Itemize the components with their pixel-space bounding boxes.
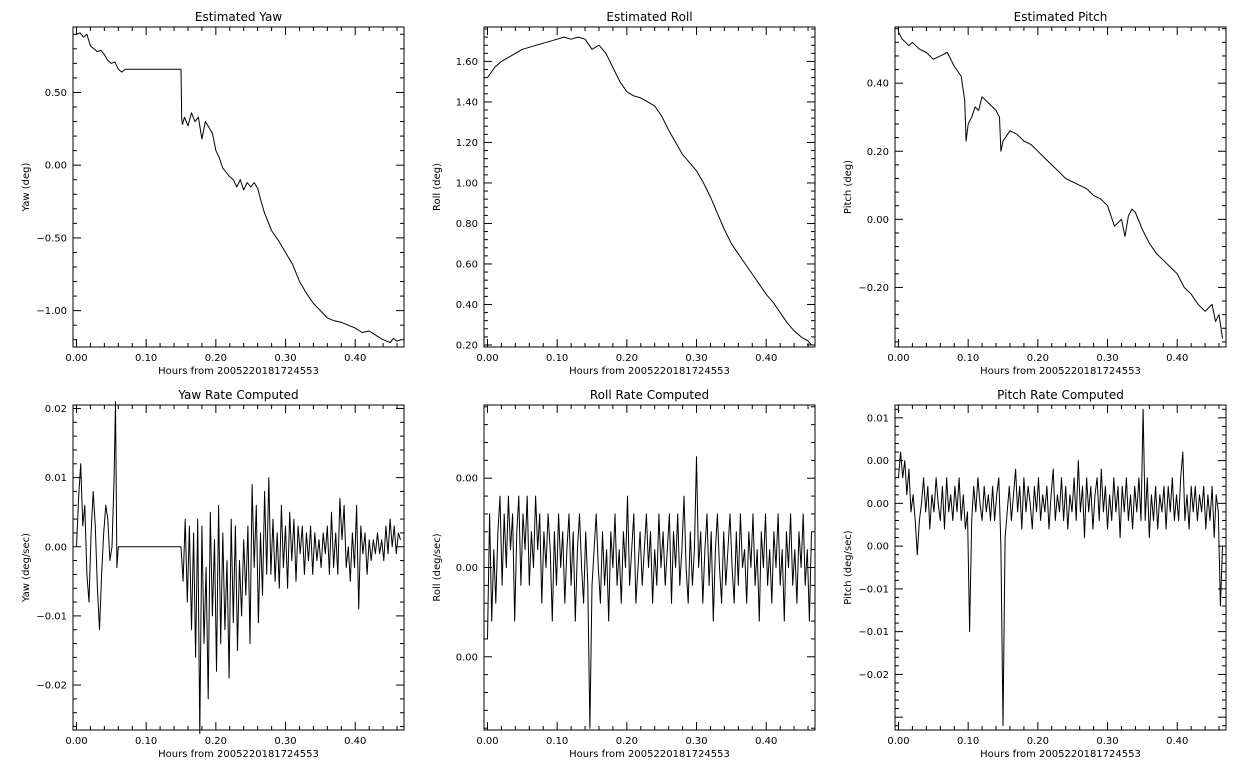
x-tick-label: 0.30 bbox=[274, 736, 296, 747]
series-line bbox=[898, 31, 1223, 339]
y-tick-label: −0.02 bbox=[36, 681, 67, 692]
x-tick-label: 0.30 bbox=[1096, 736, 1118, 747]
y-tick-label: 1.20 bbox=[456, 138, 478, 149]
x-axis-label: Hours from 20052201817245​53 bbox=[980, 366, 1141, 377]
y-tick-label: −0.50 bbox=[36, 233, 67, 244]
y-tick-label: 1.00 bbox=[456, 178, 478, 189]
y-tick-label: 0.20 bbox=[867, 147, 889, 158]
chart-title: Roll Rate Computed bbox=[590, 388, 709, 402]
x-tick-label: 0.10 bbox=[135, 353, 157, 364]
x-tick-label: 0.00 bbox=[887, 736, 909, 747]
x-tick-label: 0.10 bbox=[957, 736, 979, 747]
y-tick-label: 0.40 bbox=[867, 79, 889, 90]
plot-frame bbox=[72, 26, 405, 348]
y-tick-label: 0.00 bbox=[45, 161, 67, 172]
x-tick-label: 0.20 bbox=[1027, 736, 1049, 747]
x-axis-label: Hours from 20052201817245​53 bbox=[569, 366, 730, 377]
chart-panel-1: Estimated Yaw Hours from 20052201817245​5… bbox=[21, 10, 405, 377]
chart-panel-5: Roll Rate Computed Hours from 20052201817… bbox=[432, 388, 816, 760]
y-tick-label: −0.02 bbox=[858, 670, 889, 681]
chart-title: Estimated Roll bbox=[606, 10, 692, 24]
y-tick-label: 0.60 bbox=[456, 259, 478, 270]
y-axis-label: Yaw (deg) bbox=[21, 162, 32, 212]
y-tick-label: 0.40 bbox=[456, 300, 478, 311]
chart-title: Estimated Yaw bbox=[195, 10, 282, 24]
y-tick-label: −0.01 bbox=[858, 584, 889, 595]
x-tick-label: 0.00 bbox=[476, 353, 498, 364]
x-tick-label: 0.00 bbox=[476, 736, 498, 747]
x-tick-label: 0.10 bbox=[957, 353, 979, 364]
series-line bbox=[76, 32, 401, 344]
y-tick-label: 0.00 bbox=[456, 652, 478, 663]
x-tick-label: 0.40 bbox=[1166, 353, 1188, 364]
x-tick-label: 0.20 bbox=[1027, 353, 1049, 364]
y-tick-label: −0.20 bbox=[858, 283, 889, 294]
y-tick-label: 1.40 bbox=[456, 97, 478, 108]
y-tick-label: 0.20 bbox=[456, 340, 478, 351]
x-tick-label: 0.30 bbox=[685, 736, 707, 747]
x-tick-label: 0.10 bbox=[546, 353, 568, 364]
plot-frame bbox=[72, 404, 405, 731]
plot-frame bbox=[483, 26, 816, 348]
y-tick-label: 0.01 bbox=[867, 413, 889, 424]
y-tick-label: −0.01 bbox=[36, 611, 67, 622]
x-tick-label: 0.20 bbox=[616, 736, 638, 747]
x-tick-label: 0.40 bbox=[755, 353, 777, 364]
y-axis-label: Pitch (deg) bbox=[843, 160, 854, 214]
y-tick-label: 0.00 bbox=[456, 474, 478, 485]
x-tick-label: 0.00 bbox=[65, 353, 87, 364]
x-tick-label: 0.40 bbox=[755, 736, 777, 747]
y-axis-label: Pitch (deg/sec) bbox=[843, 530, 854, 605]
x-tick-label: 0.30 bbox=[274, 353, 296, 364]
y-tick-label: 0.80 bbox=[456, 219, 478, 230]
x-tick-label: 0.00 bbox=[887, 353, 909, 364]
plot-frame bbox=[894, 26, 1227, 348]
x-tick-label: 0.30 bbox=[1096, 353, 1118, 364]
x-tick-label: 0.40 bbox=[344, 353, 366, 364]
chart-title: Pitch Rate Computed bbox=[997, 388, 1124, 402]
plot-frame bbox=[894, 404, 1227, 731]
x-tick-label: 0.10 bbox=[546, 736, 568, 747]
chart-title: Estimated Pitch bbox=[1014, 10, 1108, 24]
x-tick-label: 0.20 bbox=[205, 736, 227, 747]
x-axis-label: Hours from 20052201817245​53 bbox=[158, 366, 319, 377]
x-tick-label: 0.00 bbox=[65, 736, 87, 747]
y-tick-label: 0.00 bbox=[456, 563, 478, 574]
y-tick-label: 0.00 bbox=[867, 456, 889, 467]
chart-panel-3: Estimated Pitch Hours from 20052201817245… bbox=[843, 10, 1227, 377]
series-line bbox=[898, 408, 1223, 727]
x-tick-label: 0.20 bbox=[616, 353, 638, 364]
x-tick-label: 0.40 bbox=[1166, 736, 1188, 747]
x-axis-label: Hours from 20052201817245​53 bbox=[158, 749, 319, 760]
chart-title: Yaw Rate Computed bbox=[177, 388, 298, 402]
chart-panel-6: Pitch Rate Computed Hours from 2005220181… bbox=[843, 388, 1227, 760]
x-axis-label: Hours from 20052201817245​53 bbox=[569, 749, 730, 760]
x-tick-label: 0.40 bbox=[344, 736, 366, 747]
x-tick-label: 0.10 bbox=[135, 736, 157, 747]
y-axis-label: Roll (deg/sec) bbox=[432, 533, 443, 601]
y-tick-label: 0.00 bbox=[867, 499, 889, 510]
y-tick-label: 0.00 bbox=[867, 542, 889, 553]
y-tick-label: 0.50 bbox=[45, 88, 67, 99]
y-tick-label: 0.01 bbox=[45, 473, 67, 484]
chart-panel-4: Yaw Rate Computed Hours from 200522018172… bbox=[21, 388, 405, 760]
y-tick-label: 0.00 bbox=[867, 215, 889, 226]
x-tick-label: 0.20 bbox=[205, 353, 227, 364]
y-axis-label: Roll (deg) bbox=[432, 163, 443, 211]
y-axis-label: Yaw (deg/sec) bbox=[21, 533, 32, 603]
y-tick-label: 0.00 bbox=[45, 542, 67, 553]
y-tick-label: 0.02 bbox=[45, 404, 67, 415]
series-line bbox=[487, 456, 812, 729]
chart-panel-2: Estimated Roll Hours from 20052201817245​… bbox=[432, 10, 816, 377]
y-tick-label: 1.60 bbox=[456, 57, 478, 68]
x-tick-label: 0.30 bbox=[685, 353, 707, 364]
x-axis-label: Hours from 20052201817245​53 bbox=[980, 749, 1141, 760]
series-line bbox=[76, 401, 401, 734]
y-tick-label: −0.01 bbox=[858, 627, 889, 638]
series-line bbox=[487, 36, 812, 346]
y-tick-label: −1.00 bbox=[36, 306, 67, 317]
